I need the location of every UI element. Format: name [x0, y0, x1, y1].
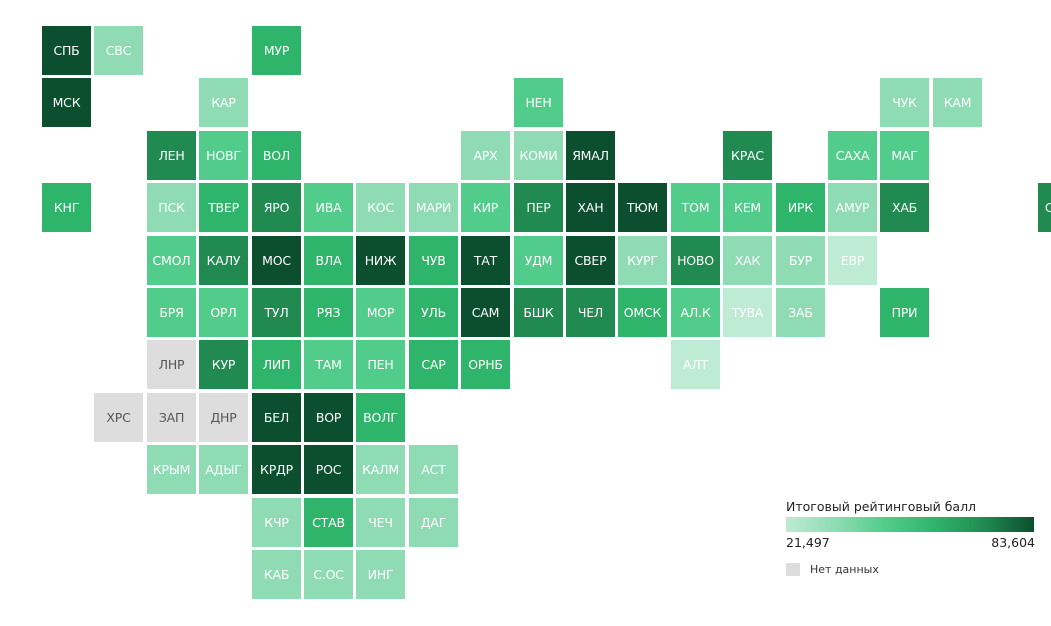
region-tile[interactable]: АДЫГ [199, 445, 248, 494]
region-tile[interactable]: НОВО [671, 236, 720, 285]
region-tile[interactable]: АЛ.К [671, 288, 720, 337]
region-tile[interactable]: КОС [356, 183, 405, 232]
legend-max-label: 83,604 [991, 535, 1035, 550]
region-tile[interactable]: СМОЛ [147, 236, 196, 285]
region-tile[interactable]: ОРЛ [199, 288, 248, 337]
region-tile[interactable]: БРЯ [147, 288, 196, 337]
region-tile[interactable]: ТВЕР [199, 183, 248, 232]
region-tile[interactable]: КРЫМ [147, 445, 196, 494]
region-tile[interactable]: СВС [94, 26, 143, 75]
region-tile[interactable]: КАМ [933, 78, 982, 127]
no-data-swatch [786, 563, 800, 576]
region-tile[interactable]: РОС [304, 445, 353, 494]
region-tile[interactable]: С.ОС [304, 550, 353, 599]
region-tile[interactable]: КУР [199, 340, 248, 389]
region-tile[interactable]: КАЛМ [356, 445, 405, 494]
region-tile[interactable]: МОР [356, 288, 405, 337]
legend-color-scale [786, 517, 1034, 532]
region-tile[interactable]: БШК [514, 288, 563, 337]
region-tile[interactable]: МАРИ [409, 183, 458, 232]
region-tile[interactable]: КАР [199, 78, 248, 127]
region-tile[interactable]: БУР [776, 236, 825, 285]
region-tile[interactable]: ЛЕН [147, 131, 196, 180]
region-tile[interactable]: ЯМАЛ [566, 131, 615, 180]
region-tile[interactable]: ХАН [566, 183, 615, 232]
region-tile[interactable]: ЧЕЧ [356, 498, 405, 547]
region-tile[interactable]: НИЖ [356, 236, 405, 285]
region-tile[interactable]: ОРНБ [461, 340, 510, 389]
region-tile[interactable]: ЕВР [828, 236, 877, 285]
region-tile[interactable]: АМУР [828, 183, 877, 232]
region-tile[interactable]: АРХ [461, 131, 510, 180]
region-tile[interactable]: ИНГ [356, 550, 405, 599]
region-tile[interactable]: ВОЛГ [356, 393, 405, 442]
region-tile[interactable]: ЛНР [147, 340, 196, 389]
region-tile[interactable]: КЧР [252, 498, 301, 547]
region-tile[interactable]: ОМСК [618, 288, 667, 337]
region-tile[interactable]: АСТ [409, 445, 458, 494]
region-tile[interactable]: ЗАБ [776, 288, 825, 337]
region-tile[interactable]: КАБ [252, 550, 301, 599]
region-tile[interactable]: ВОЛ [252, 131, 301, 180]
region-tile[interactable]: ТУВА [723, 288, 772, 337]
region-tile[interactable]: СВЕР [566, 236, 615, 285]
region-tile[interactable]: ЗАП [147, 393, 196, 442]
region-tile[interactable]: ДНР [199, 393, 248, 442]
region-tile[interactable]: ТАТ [461, 236, 510, 285]
region-tile[interactable]: САМ [461, 288, 510, 337]
region-tile[interactable]: ВОР [304, 393, 353, 442]
region-tile[interactable]: РЯЗ [304, 288, 353, 337]
region-tile[interactable]: СХЛН [1038, 183, 1051, 232]
region-tile[interactable]: НОВГ [199, 131, 248, 180]
region-tile[interactable]: ТОМ [671, 183, 720, 232]
region-tile[interactable]: МУР [252, 26, 301, 75]
region-tile[interactable]: МОС [252, 236, 301, 285]
region-tile[interactable]: ТУЛ [252, 288, 301, 337]
legend-min-label: 21,497 [786, 535, 830, 550]
region-tile[interactable]: ТАМ [304, 340, 353, 389]
region-tile[interactable]: СТАВ [304, 498, 353, 547]
region-tile[interactable]: ХАБ [880, 183, 929, 232]
region-tile[interactable]: ЧУВ [409, 236, 458, 285]
region-tile[interactable]: КНГ [42, 183, 91, 232]
region-tile[interactable]: БЕЛ [252, 393, 301, 442]
region-tile[interactable]: ПРИ [880, 288, 929, 337]
region-tile[interactable]: САХА [828, 131, 877, 180]
region-tile[interactable]: ХРС [94, 393, 143, 442]
no-data-label: Нет данных [810, 563, 879, 576]
region-tile[interactable]: ПЕР [514, 183, 563, 232]
region-tile[interactable]: ЛИП [252, 340, 301, 389]
region-tile[interactable]: КРДР [252, 445, 301, 494]
region-tile[interactable]: ВЛА [304, 236, 353, 285]
region-tile[interactable]: КУРГ [618, 236, 667, 285]
region-tile[interactable]: ПЕН [356, 340, 405, 389]
region-tile[interactable]: МСК [42, 78, 91, 127]
region-tile[interactable]: КИР [461, 183, 510, 232]
region-tile[interactable]: КЕМ [723, 183, 772, 232]
region-tile[interactable]: ИВА [304, 183, 353, 232]
region-tile[interactable]: НЕН [514, 78, 563, 127]
region-tile[interactable]: АЛТ [671, 340, 720, 389]
region-tile[interactable]: САР [409, 340, 458, 389]
region-tile[interactable]: ТЮМ [618, 183, 667, 232]
region-tile[interactable]: УЛЬ [409, 288, 458, 337]
region-tile[interactable]: КАЛУ [199, 236, 248, 285]
region-tile[interactable]: ЯРО [252, 183, 301, 232]
region-tile[interactable]: СПБ [42, 26, 91, 75]
region-tile[interactable]: ДАГ [409, 498, 458, 547]
region-tile[interactable]: УДМ [514, 236, 563, 285]
region-tile[interactable]: КОМИ [514, 131, 563, 180]
region-tile[interactable]: МАГ [880, 131, 929, 180]
region-tile[interactable]: КРАС [723, 131, 772, 180]
region-tile[interactable]: ПСК [147, 183, 196, 232]
region-tile[interactable]: ИРК [776, 183, 825, 232]
region-tile[interactable]: ЧУК [880, 78, 929, 127]
region-tile[interactable]: ХАК [723, 236, 772, 285]
legend-title: Итоговый рейтинговый балл [786, 499, 977, 514]
region-tile[interactable]: ЧЕЛ [566, 288, 615, 337]
